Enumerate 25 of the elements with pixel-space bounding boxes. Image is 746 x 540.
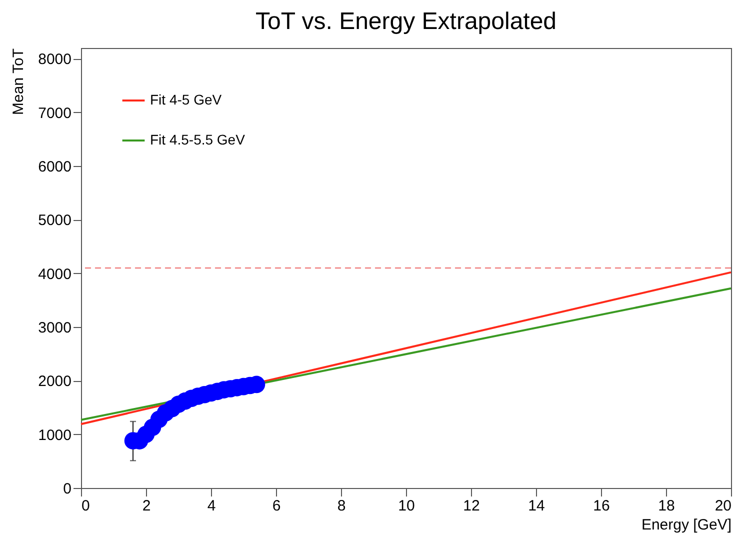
legend-label: Fit 4.5-5.5 GeV [150, 132, 246, 148]
x-tick-label: 10 [398, 498, 415, 514]
y-tick-label: 3000 [38, 320, 72, 337]
y-tick-label: 2000 [38, 373, 72, 390]
y-axis-title: Mean ToT [10, 48, 28, 115]
y-tick-label: 4000 [38, 266, 72, 283]
y-tick-label: 1000 [38, 426, 72, 444]
y-tick-label: 6000 [38, 158, 72, 176]
x-tick-label: 8 [337, 498, 346, 514]
x-tick-label: 20 [714, 498, 732, 514]
y-tick-label: 7000 [38, 104, 72, 122]
y-tick-label: 8000 [38, 51, 72, 68]
y-tick-label: 0 [63, 480, 72, 498]
x-tick-label: 6 [272, 498, 281, 514]
x-tick-label: 14 [528, 498, 545, 514]
x-tick-label: 4 [207, 498, 216, 514]
x-tick-label: 2 [142, 498, 151, 514]
x-tick-label: 18 [658, 498, 675, 514]
x-tick-label: 16 [593, 498, 610, 514]
x-axis-title: Energy [GeV] [641, 516, 732, 534]
x-tick-label: 0 [82, 498, 90, 514]
x-tick-label: 12 [463, 498, 480, 514]
chart-title: ToT vs. Energy Extrapolated [255, 8, 557, 35]
legend-label: Fit 4-5 GeV [150, 92, 222, 108]
y-tick-label: 5000 [38, 212, 72, 230]
